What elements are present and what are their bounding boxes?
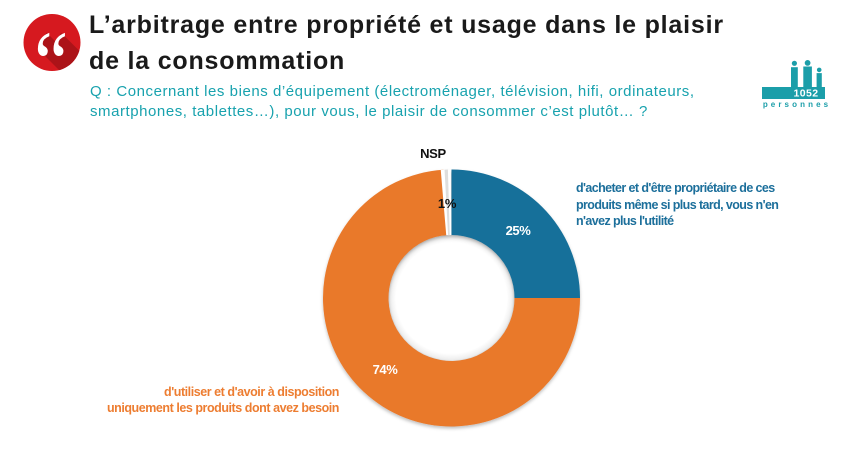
svg-text:“: “ [34,14,68,72]
svg-text:1052: 1052 [794,88,819,100]
